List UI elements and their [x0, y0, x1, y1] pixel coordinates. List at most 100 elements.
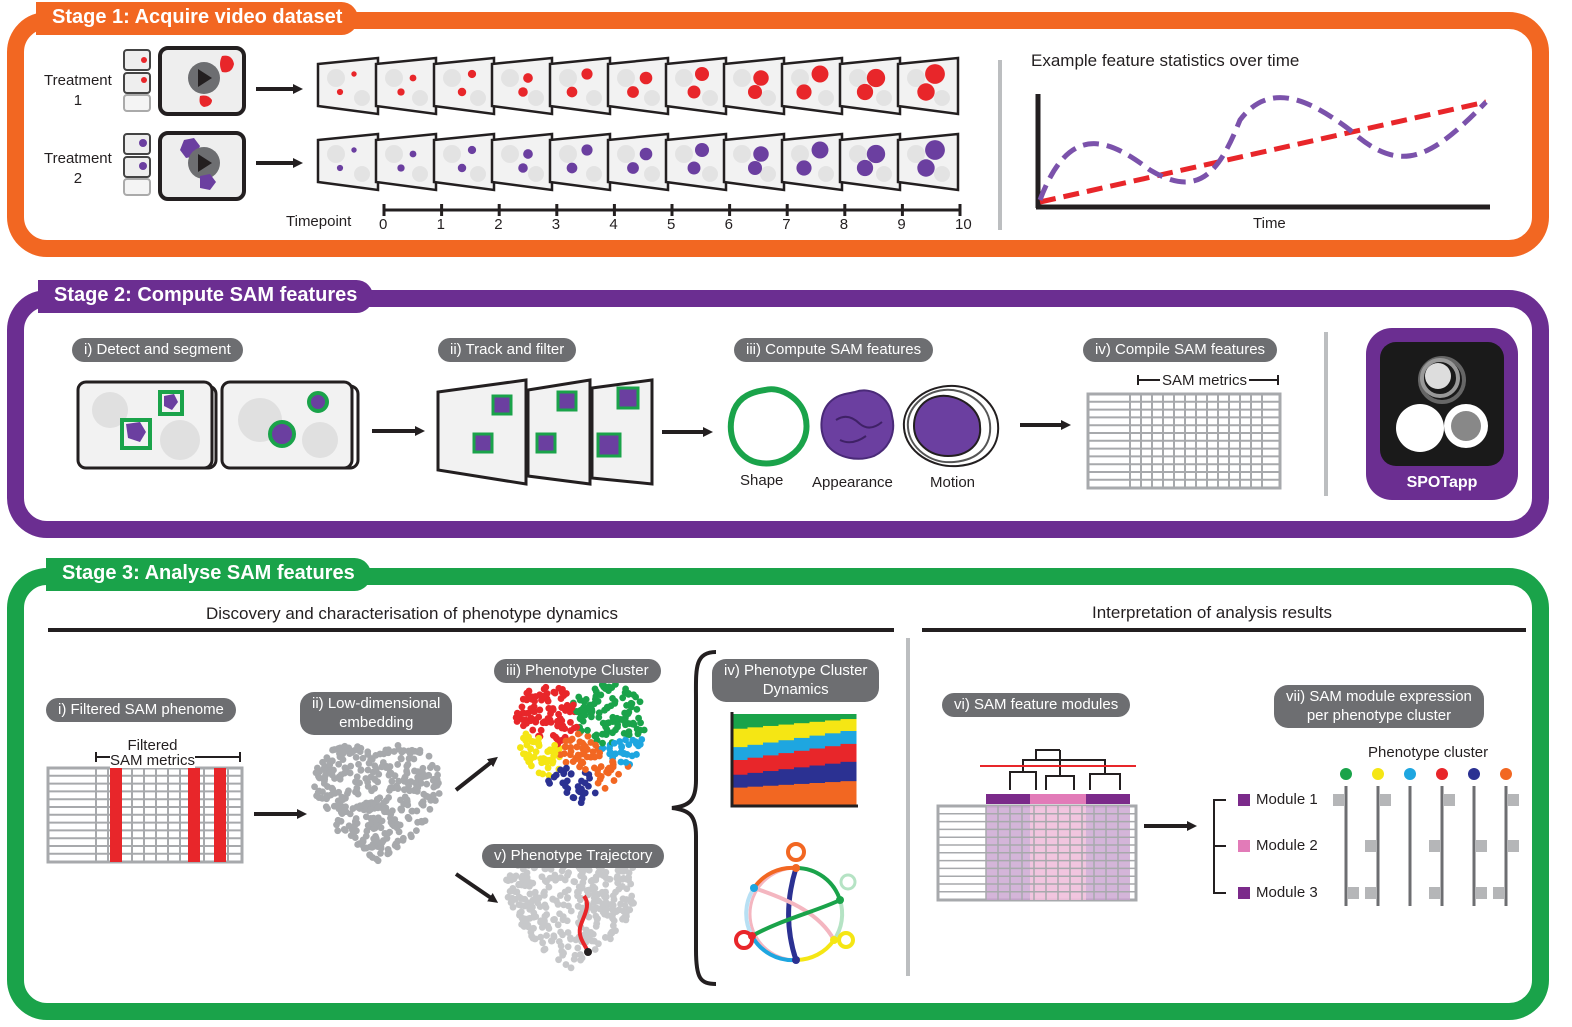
- cluster-point: [636, 698, 644, 706]
- embedding-point: [351, 834, 359, 841]
- embedding-point: [426, 764, 434, 771]
- cluster-point: [573, 708, 581, 715]
- trajectory-point: [545, 883, 553, 891]
- cluster-point: [597, 691, 605, 699]
- embedding-point: [390, 748, 398, 755]
- trajectory-point: [591, 946, 599, 953]
- cluster-point: [552, 733, 559, 741]
- treatment1-frame: [606, 56, 670, 116]
- step-module-expression: vii) SAM module expression per phenotype…: [1274, 685, 1484, 728]
- cluster-point: [562, 737, 570, 745]
- dynamics-segment: [825, 782, 841, 807]
- treatment1-frame: [780, 56, 844, 116]
- trajectory-point: [613, 874, 621, 882]
- trajectory-point: [556, 892, 564, 899]
- object-blob: [581, 68, 593, 80]
- embedding-point: [346, 810, 354, 818]
- dynamics-segment: [732, 787, 748, 807]
- cluster-point: [581, 779, 589, 787]
- dynamics-segment: [747, 744, 764, 759]
- embedding-point: [434, 771, 441, 779]
- trajectory-point: [539, 939, 547, 947]
- embedding-point: [393, 782, 401, 790]
- trajectory-point: [592, 873, 600, 881]
- object-blob: [925, 64, 945, 84]
- cluster-point: [578, 795, 586, 803]
- phenotype-cluster-scatter: [512, 680, 648, 807]
- dynamics-segment: [840, 743, 857, 763]
- dynamics-segment: [840, 714, 857, 720]
- cluster-point: [609, 758, 616, 766]
- cluster-point: [554, 717, 561, 725]
- module-expression-bar: [1347, 887, 1359, 899]
- dynamics-segment: [794, 783, 810, 807]
- dynamics-segment: [825, 720, 841, 734]
- object-blob: [796, 160, 812, 176]
- trajectory-point: [578, 869, 586, 877]
- trajectory-point: [509, 903, 517, 911]
- cluster-point: [574, 783, 582, 790]
- embedding-point: [345, 787, 352, 795]
- treatment2-trend-line: [1037, 95, 1488, 201]
- trajectory-point: [553, 875, 561, 883]
- embedding-point: [319, 788, 326, 796]
- module-expression-bar: [1475, 887, 1487, 899]
- cluster-point: [614, 723, 621, 731]
- treatment1-label: Treatment 1: [44, 72, 112, 109]
- embedding-point: [424, 793, 432, 801]
- feature-motion-label: Motion: [930, 474, 976, 491]
- trajectory-point: [554, 921, 562, 929]
- cluster-point: [562, 782, 569, 790]
- trajectory-point: [579, 879, 587, 887]
- embedding-point: [378, 763, 386, 771]
- object-blob: [409, 150, 417, 158]
- cluster-point: [633, 705, 641, 713]
- step-cluster-dynamics: iv) Phenotype Cluster Dynamics: [712, 659, 880, 702]
- embedding-point: [347, 762, 355, 770]
- cluster-point: [544, 748, 552, 755]
- cluster-point: [601, 784, 609, 792]
- embedding-point: [384, 850, 392, 857]
- embedding-point: [339, 756, 347, 764]
- dynamics-segment: [747, 786, 764, 807]
- module-expression-bar: [1507, 840, 1519, 852]
- step-compile-sam: iv) Compile SAM features: [1083, 338, 1278, 362]
- trajectory-point: [538, 923, 546, 931]
- object-blob: [627, 86, 639, 98]
- embedding-point: [346, 769, 354, 777]
- embedding-point: [400, 775, 408, 783]
- trajectory-point: [574, 888, 581, 896]
- cluster-transition-network: [734, 842, 857, 964]
- embedding-point: [335, 760, 343, 768]
- stage3-panel: [7, 568, 1549, 1020]
- embedding-point: [405, 815, 413, 823]
- trajectory-point: [585, 913, 593, 921]
- cluster-point: [582, 743, 589, 751]
- embedding-point: [373, 855, 380, 863]
- embedding-point: [362, 832, 370, 840]
- embedding-point: [419, 801, 427, 809]
- cluster-point: [547, 718, 555, 726]
- embedding-point: [433, 764, 441, 772]
- embedding-point: [405, 782, 413, 790]
- cluster-point: [588, 708, 596, 716]
- timepoint-tick-label: 5: [667, 216, 676, 233]
- embedding-point: [430, 791, 437, 799]
- trajectory-point: [617, 867, 625, 875]
- step-filtered-phenome: i) Filtered SAM phenome: [46, 698, 236, 722]
- dynamics-segment: [732, 714, 748, 730]
- dynamics-segment: [747, 714, 764, 728]
- embedding-point: [356, 802, 364, 810]
- trajectory-point: [594, 890, 602, 898]
- cluster-point: [562, 758, 570, 766]
- dynamics-segment: [778, 753, 795, 770]
- embedding-point: [423, 780, 431, 788]
- module-expression-bar: [1365, 840, 1377, 852]
- cluster-point: [624, 710, 632, 718]
- trajectory-point: [510, 873, 518, 881]
- embedding-point: [403, 767, 410, 775]
- embedding-point: [322, 803, 330, 811]
- cluster-point: [613, 714, 621, 722]
- cluster-point: [607, 748, 614, 756]
- trajectory-point: [564, 894, 571, 902]
